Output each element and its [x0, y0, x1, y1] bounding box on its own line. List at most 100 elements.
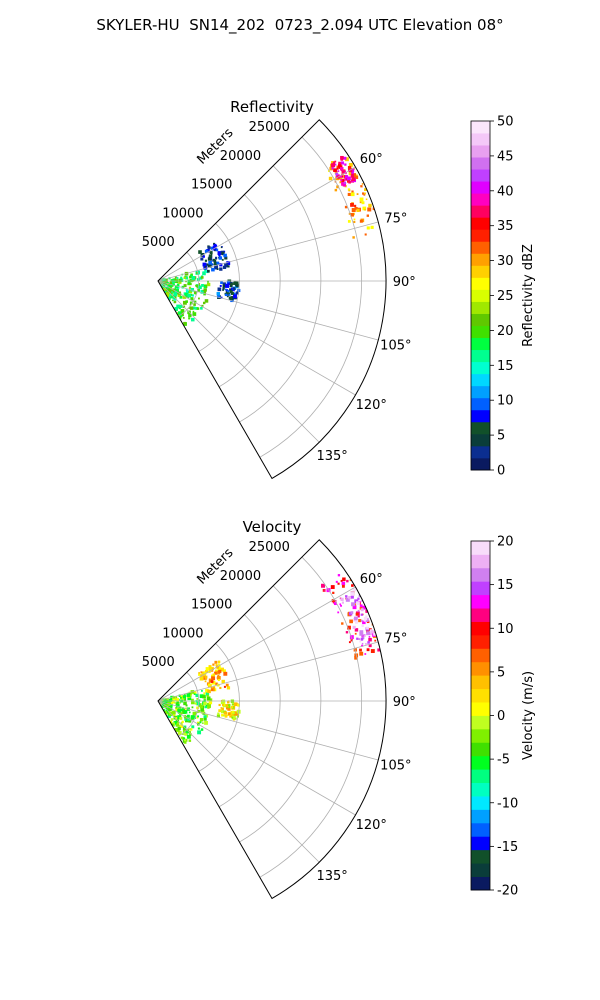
echo-gate	[237, 703, 240, 707]
echo-gate	[231, 710, 234, 713]
echo-region	[158, 689, 213, 744]
echo-gate	[207, 702, 211, 707]
echo-gate	[230, 282, 233, 286]
echo-gate	[208, 667, 213, 672]
echo-gate	[174, 728, 179, 732]
echo-gate	[205, 677, 208, 680]
echo-gate	[368, 636, 371, 638]
colorbar-segment	[471, 661, 490, 676]
echo-gate	[172, 296, 175, 299]
echo-gate	[359, 651, 364, 656]
colorbar-tick-label: 15	[497, 578, 514, 593]
echo-gate	[223, 671, 228, 676]
colorbar-segment	[471, 541, 490, 555]
colorbar-tick-label: 40	[497, 184, 514, 199]
echo-gate	[180, 695, 185, 700]
echo-gate	[343, 156, 347, 160]
echo-gate	[202, 722, 204, 724]
colorbar-label: Velocity (m/s)	[521, 671, 536, 760]
echo-gate	[205, 688, 209, 693]
echo-gate	[198, 250, 202, 254]
echo-gate	[207, 705, 211, 709]
range-ring	[178, 671, 200, 737]
echo-gate	[203, 292, 206, 296]
echo-gate	[175, 285, 179, 289]
echo-gate	[203, 717, 207, 721]
echo-gate	[221, 714, 224, 717]
echo-gate	[335, 176, 340, 181]
echo-gate	[341, 601, 344, 604]
echo-gate	[193, 691, 197, 695]
echo-gate	[192, 306, 196, 310]
echo-gate	[355, 620, 358, 624]
echo-gate	[360, 613, 363, 616]
echo-gate	[172, 299, 174, 302]
echo-gate	[195, 693, 199, 698]
echo-gate	[203, 671, 207, 675]
azimuth-tick-label: 75°	[384, 631, 407, 646]
echo-gate	[207, 280, 210, 283]
echo-gate	[224, 263, 229, 268]
azimuth-gridline	[157, 700, 379, 761]
echo-gate	[189, 728, 193, 731]
echo-gate	[174, 276, 177, 279]
echo-gate	[188, 286, 192, 289]
echo-gate	[365, 198, 368, 201]
echo-gate	[220, 710, 225, 714]
echo-gate	[350, 213, 354, 217]
colorbar-segment	[471, 581, 490, 596]
echo-gate	[187, 696, 192, 701]
echo-gate	[181, 720, 184, 723]
echo-gate	[206, 696, 211, 701]
echo-gate	[190, 297, 194, 301]
echo-gate	[349, 579, 352, 581]
echo-gate	[191, 698, 194, 702]
echo-gate	[225, 704, 229, 708]
colorbar-segment	[471, 742, 490, 757]
colorbar-segment	[471, 205, 490, 218]
echo-gate	[203, 675, 205, 678]
echo-gate	[352, 625, 356, 629]
echo-gate	[179, 296, 183, 299]
echo-gate	[323, 589, 326, 592]
echo-gate	[229, 288, 232, 292]
echo-gate	[334, 163, 337, 166]
azimuth-tick-label: 90°	[393, 275, 416, 290]
echo-gate	[331, 163, 335, 168]
echo-gate	[233, 292, 236, 296]
echo-gate	[204, 249, 209, 253]
echo-gate	[178, 306, 181, 310]
echo-gate	[332, 591, 335, 594]
echo-gate	[345, 595, 348, 598]
echo-gate	[233, 282, 236, 285]
colorbar: -20 -15 -10 -5 0 5 10 15 20 Velocity (m/s)	[470, 535, 536, 899]
echo-gate	[339, 603, 342, 606]
echo-gate	[359, 632, 364, 636]
range-ring	[218, 194, 281, 388]
echo-gate	[337, 170, 340, 172]
echo-gate	[222, 669, 226, 673]
echo-gate	[227, 289, 230, 293]
echo-gate	[197, 730, 202, 735]
echo-gate	[196, 721, 200, 724]
colorbar-tick-label: 45	[497, 149, 514, 164]
echo-gate	[328, 176, 333, 181]
sector-frame	[157, 539, 387, 900]
echo-gate	[202, 301, 206, 305]
colorbar-tick-label: 0	[497, 464, 505, 479]
echo-gate	[198, 297, 200, 300]
colorbar-tick-label: 10	[497, 394, 514, 409]
echo-gate	[179, 724, 184, 728]
echo-gate	[203, 699, 206, 702]
echo-gate	[232, 703, 234, 706]
colorbar-segment	[471, 229, 490, 242]
echo-gate	[177, 708, 181, 713]
echo-gate	[356, 601, 360, 606]
echo-gate	[366, 214, 370, 217]
echo-gate	[215, 248, 219, 252]
echo-gate	[187, 281, 191, 285]
echo-gate	[222, 282, 226, 286]
colorbar-tick-label: 0	[497, 709, 505, 724]
echo-gate	[192, 711, 197, 716]
echo-gate	[172, 710, 176, 715]
